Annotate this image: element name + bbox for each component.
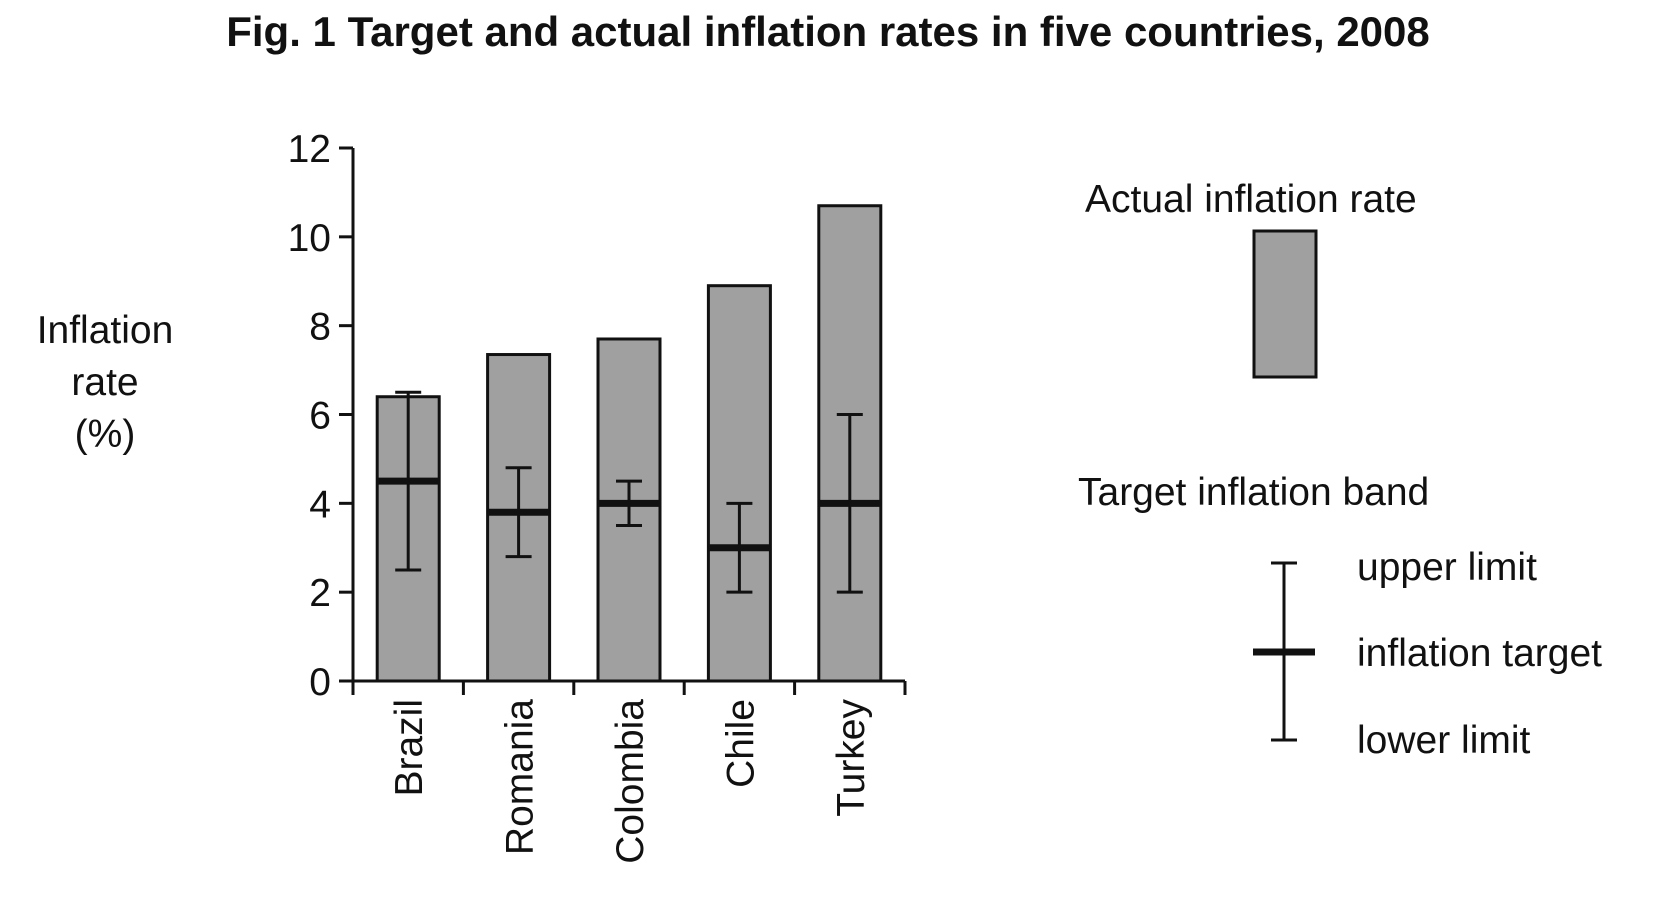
x-tick-label: Chile bbox=[719, 699, 762, 788]
y-tick-label: 6 bbox=[309, 395, 331, 438]
y-axis-label-line: Inflation bbox=[36, 309, 174, 352]
y-axis-label-line: rate bbox=[71, 361, 139, 404]
x-tick-label: Romania bbox=[499, 699, 542, 855]
y-tick-label: 4 bbox=[309, 483, 331, 526]
y-axis-label-line: (%) bbox=[74, 413, 136, 456]
y-tick-label: 2 bbox=[309, 572, 331, 615]
y-tick-label: 12 bbox=[288, 128, 331, 171]
x-tick-label: Brazil bbox=[388, 699, 431, 797]
legend-target-label: inflation target bbox=[1357, 632, 1602, 675]
legend-actual-swatch bbox=[1252, 229, 1318, 379]
y-axis-label: Inflation rate (%) bbox=[10, 305, 200, 461]
axes-layer: Brazil Romania Colombia Chile Turkey 0 2 4 6 8 10 1… bbox=[288, 128, 907, 864]
y-tick-label: 10 bbox=[288, 217, 331, 260]
legend-upper-label: upper limit bbox=[1357, 546, 1537, 589]
legend-band-label: Target inflation band bbox=[1078, 471, 1429, 514]
y-tick-label: 0 bbox=[309, 661, 331, 704]
x-tick-label: Turkey bbox=[830, 699, 873, 817]
y-tick-label: 8 bbox=[309, 306, 331, 349]
chart-title: Fig. 1 Target and actual inflation rates… bbox=[226, 8, 1430, 55]
legend: Actual inflation rate Target inflation b… bbox=[1078, 178, 1602, 762]
bar-chile bbox=[706, 284, 772, 683]
legend-lower-label: lower limit bbox=[1357, 719, 1531, 762]
x-tick-label: Colombia bbox=[609, 699, 652, 864]
target-bands-layer bbox=[377, 390, 881, 594]
bars-layer bbox=[375, 204, 883, 683]
legend-actual-label: Actual inflation rate bbox=[1085, 178, 1417, 221]
